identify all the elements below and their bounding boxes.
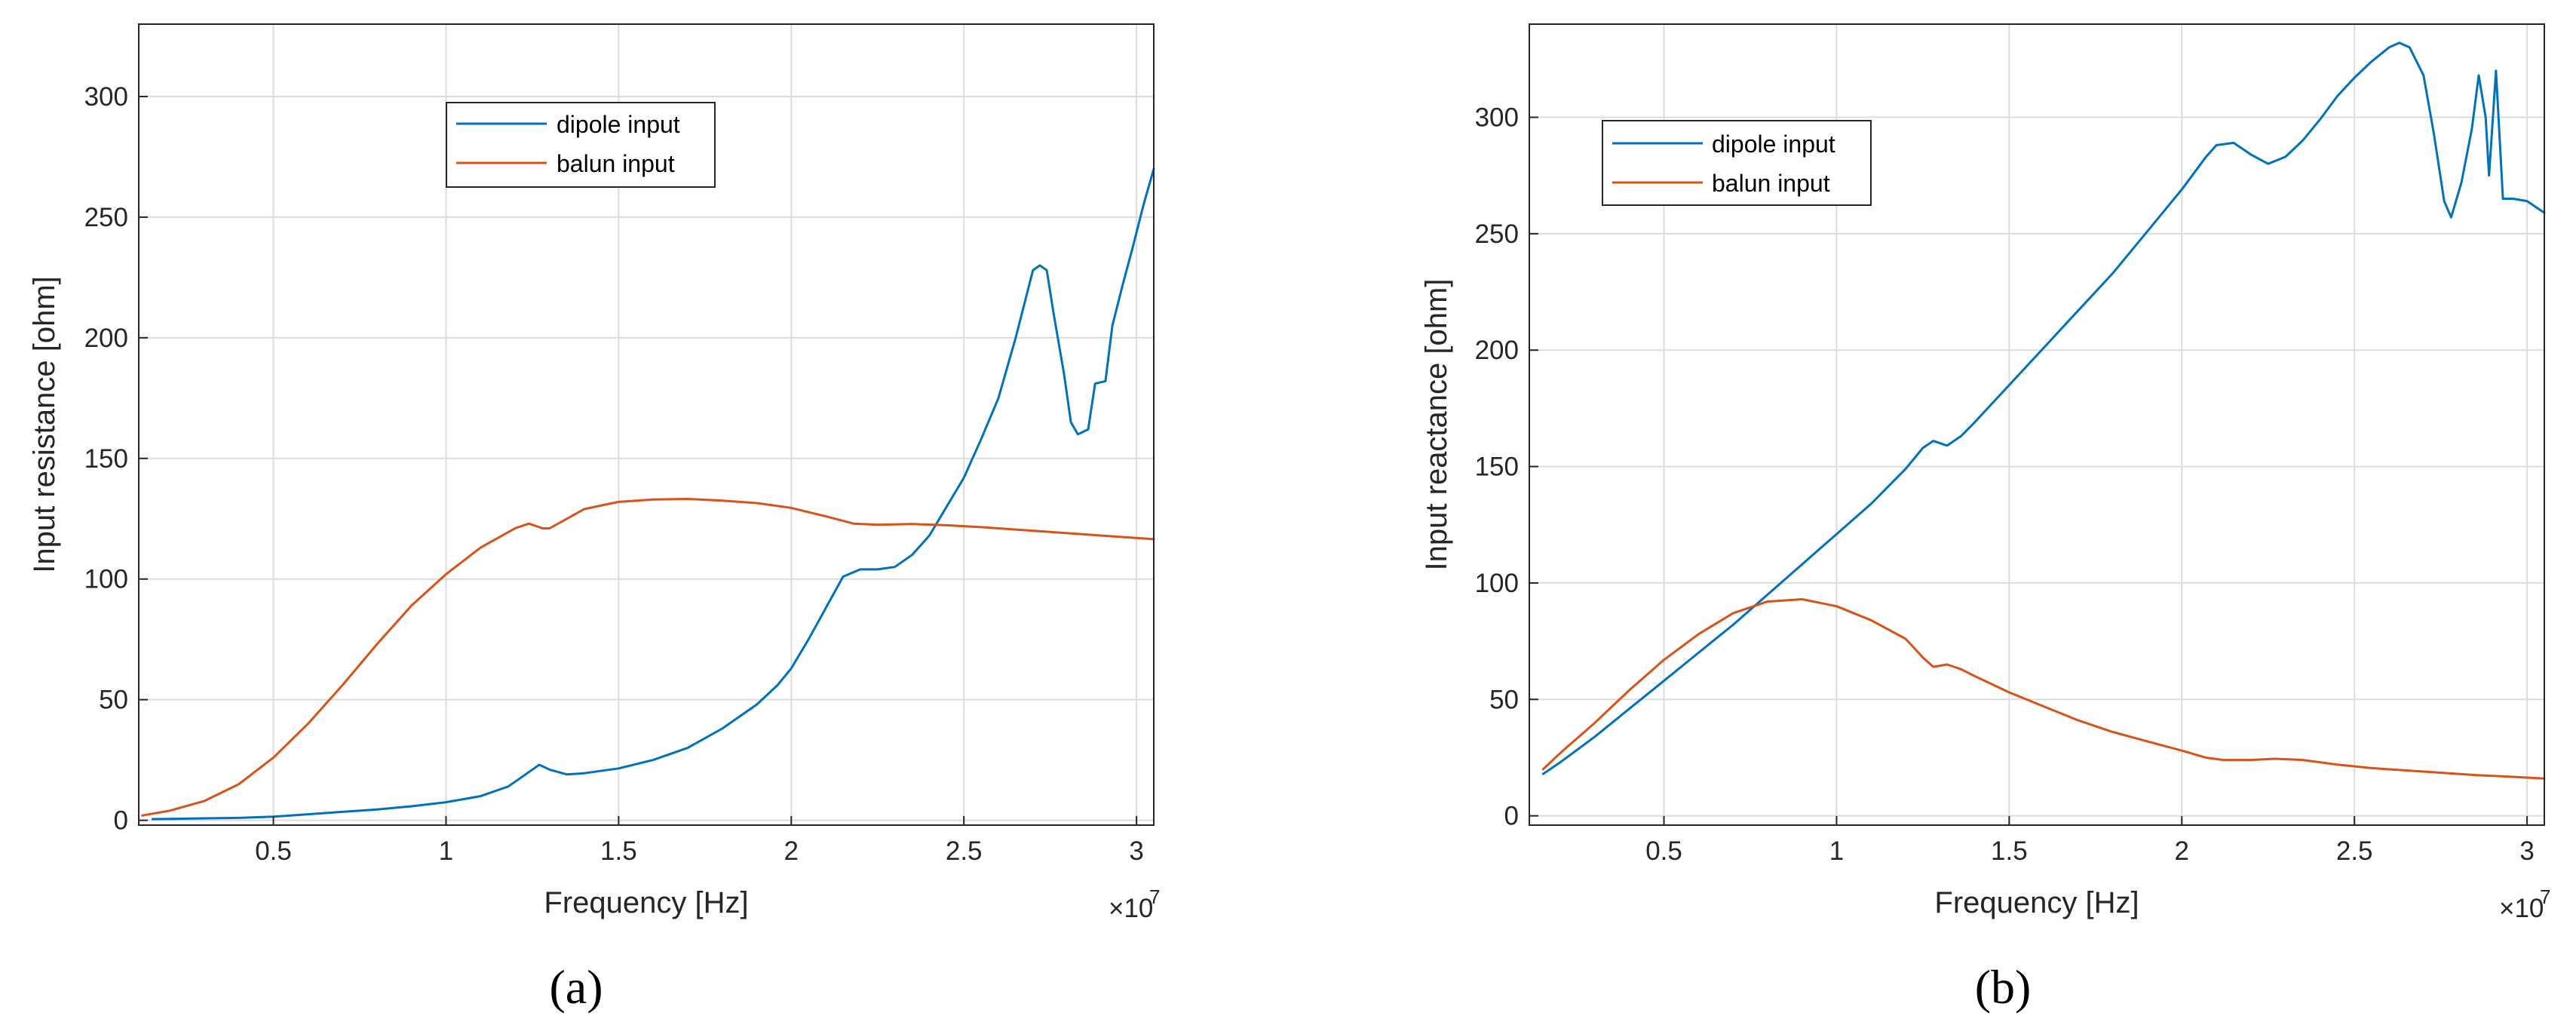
- x-tick-label-a: 1.5: [600, 836, 637, 866]
- y-tick-label-b: 200: [1475, 336, 1519, 365]
- svg-text:7: 7: [1149, 885, 1160, 908]
- y-tick-label-b: 100: [1475, 569, 1519, 598]
- y-tick-label-a: 100: [84, 565, 128, 594]
- x-tick-label-b: 2: [2175, 836, 2189, 866]
- x-tick-label-a: 0.5: [255, 836, 292, 866]
- panel-caption-a: (a): [549, 960, 603, 1014]
- legend-a: dipole input balun input: [446, 102, 716, 188]
- legend-box-a: [446, 102, 716, 188]
- legend-b: dipole input balun input: [1602, 120, 1872, 206]
- legend-label-dipole-b: dipole input: [1712, 130, 1835, 158]
- x-exponent-a: ×10 7: [1109, 885, 1160, 923]
- x-tick-label-a: 1: [439, 836, 453, 866]
- x-exponent-b: ×10 7: [2499, 885, 2550, 923]
- y-axis-label-a: Input resistance [ohm]: [28, 276, 61, 573]
- y-tick-label-b: 0: [1504, 802, 1519, 831]
- y-tick-label-b: 150: [1475, 453, 1519, 482]
- legend-label-balun-a: balun input: [557, 150, 675, 177]
- y-tick-label-b: 50: [1489, 685, 1519, 714]
- y-tick-label-a: 300: [84, 82, 128, 112]
- axis-ticks-b: 0.5 1 1.5 2 2.5 3 0 50 100 150 200 250 300: [1475, 103, 2535, 866]
- series-line-dipole-a: [151, 167, 1155, 821]
- x-tick-label-b: 1.5: [1991, 836, 2028, 866]
- x-tick-label-b: 2.5: [2336, 836, 2373, 866]
- y-tick-label-a: 200: [84, 324, 128, 353]
- x-tick-label-a: 3: [1129, 836, 1143, 866]
- y-tick-label-b: 250: [1475, 219, 1519, 249]
- y-tick-label-b: 300: [1475, 103, 1519, 132]
- y-tick-label-a: 150: [84, 444, 128, 474]
- chart-panel-a: 0.5 1 1.5 2 2.5 3 0 50 100 150 200 250 300 Frequency…: [28, 23, 1160, 1014]
- svg-text:×10: ×10: [1109, 894, 1153, 923]
- x-tick-label-b: 1: [1829, 836, 1844, 866]
- y-axis-label-b: Input reactance [ohm]: [1420, 279, 1453, 571]
- y-tick-label-a: 50: [99, 686, 128, 715]
- legend-box-b: [1602, 120, 1872, 206]
- x-axis-label-a: Frequency [Hz]: [544, 886, 748, 919]
- svg-text:7: 7: [2540, 885, 2550, 908]
- axis-ticks-a: 0.5 1 1.5 2 2.5 3 0 50 100 150 200 250 300: [84, 82, 1144, 866]
- y-tick-label-a: 250: [84, 203, 128, 232]
- legend-label-dipole-a: dipole input: [557, 111, 680, 138]
- x-axis-label-b: Frequency [Hz]: [1934, 886, 2139, 919]
- svg-text:×10: ×10: [2499, 894, 2544, 923]
- legend-label-balun-b: balun input: [1712, 170, 1830, 197]
- series-lines-a: [141, 167, 1155, 821]
- x-tick-label-a: 2.5: [946, 836, 983, 866]
- chart-panel-b: 0.5 1 1.5 2 2.5 3 0 50 100 150 200 250 300 Frequency…: [1420, 23, 2550, 1014]
- x-tick-label-b: 0.5: [1645, 836, 1682, 866]
- x-tick-label-b: 3: [2519, 836, 2534, 866]
- plot-frame-b: [1529, 23, 2545, 826]
- series-line-dipole-b: [1541, 41, 2546, 775]
- series-lines-b: [1541, 41, 2546, 780]
- x-tick-label-a: 2: [784, 836, 799, 866]
- y-tick-label-a: 0: [114, 806, 128, 836]
- gridlines-b: [1529, 24, 2544, 825]
- plot-frame-a: [138, 23, 1155, 826]
- series-line-balun-a: [141, 498, 1155, 817]
- series-line-balun-b: [1541, 598, 2546, 780]
- panel-caption-b: (b): [1975, 960, 2032, 1014]
